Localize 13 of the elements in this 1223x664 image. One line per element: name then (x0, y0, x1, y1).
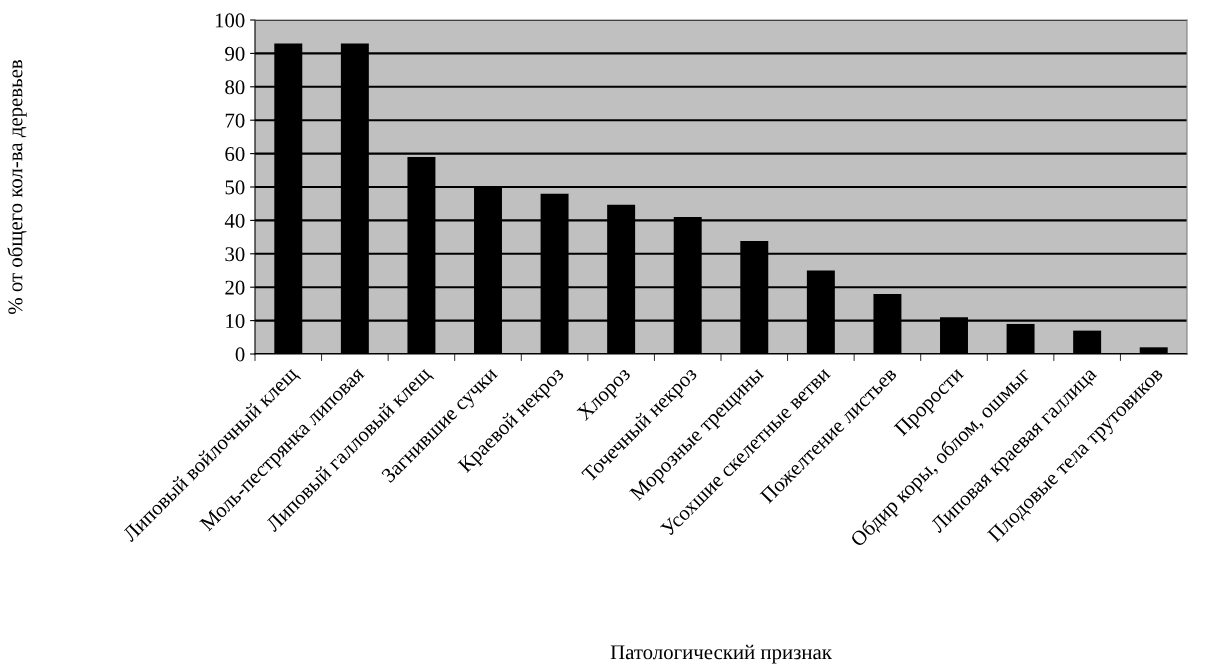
y-tick-label: 90 (225, 46, 245, 61)
y-tick-label: 10 (226, 313, 245, 329)
y-tick-label: 30 (225, 247, 245, 262)
y-axis-title: % от общего кол-ва деревьев (7, 60, 27, 314)
y-tick-label: 40 (224, 213, 245, 228)
y-tick-label: 80 (225, 80, 245, 95)
y-tick-label: 20 (225, 280, 245, 295)
y-tick-label: 70 (225, 113, 245, 128)
y-tick-label: 0 (235, 347, 245, 362)
y-tick-label: 100 (215, 13, 245, 28)
x-axis-title: Патологический признак (610, 644, 832, 664)
y-tick-label: 50 (225, 180, 245, 195)
y-tick-label: 60 (225, 146, 245, 162)
